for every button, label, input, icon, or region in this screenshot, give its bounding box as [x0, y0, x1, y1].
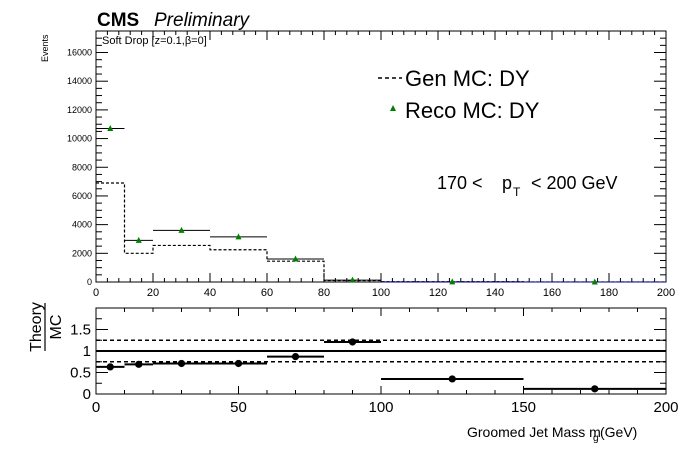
soft-drop-annotation: Soft Drop [z=0.1,β=0]: [102, 35, 207, 47]
x-axis-title: Groomed Jet Mass m g (GeV): [467, 424, 637, 444]
ratio-y-tick-label: 0: [83, 386, 91, 403]
upper-y-tick-label: 4000: [72, 220, 92, 230]
ratio-x-tick-labels: 0 50 100 150 200: [92, 399, 679, 416]
upper-x-tick-label: 160: [543, 287, 561, 299]
ratio-y-tick-label: 1.5: [70, 322, 91, 339]
reco-point: [591, 278, 598, 285]
x-axis-title-subscript: g: [593, 433, 599, 444]
reco-point: [135, 236, 142, 243]
status-label: Preliminary: [154, 10, 251, 31]
upper-x-tick-label: 20: [147, 287, 159, 299]
upper-x-tick-label: 120: [429, 287, 447, 299]
upper-y-tick-label: 10000: [67, 134, 92, 144]
upper-x-tick-labels: 0 20 40 60 80 100 120 140 160 180 200: [93, 287, 675, 299]
pt-subscript: T: [513, 185, 521, 199]
ratio-y-axis-title: Theory MC: [28, 302, 65, 352]
legend: Gen MC: DY Reco MC: DY: [378, 66, 540, 123]
pt-upper-bound: < 200 GeV: [531, 173, 618, 193]
reco-point: [449, 278, 456, 285]
ratio-point: [177, 359, 186, 368]
upper-x-tick-label: 0: [93, 287, 99, 299]
legend-gen-label: Gen MC: DY: [405, 66, 530, 91]
reco-point: [178, 226, 185, 233]
ratio-y-tick-label: 0.5: [70, 365, 91, 382]
ratio-point: [591, 385, 599, 393]
series-ratio: [96, 338, 666, 393]
ratio-y-numerator: Theory: [28, 302, 45, 352]
ratio-x-tick-label: 0: [92, 399, 100, 416]
pt-lower-bound: 170 <: [437, 173, 483, 193]
upper-x-tick-label: 200: [657, 287, 675, 299]
ratio-reference-lines: [96, 339, 666, 363]
legend-reco-label: Reco MC: DY: [405, 98, 540, 123]
reco-point: [235, 233, 242, 240]
upper-y-tick-label: 0: [87, 277, 92, 287]
upper-y-tick-label: 14000: [67, 76, 92, 86]
x-axis-title-unit: (GeV): [600, 424, 637, 440]
upper-y-axis-title: Events: [40, 34, 50, 62]
upper-x-tick-label: 100: [372, 287, 390, 299]
upper-x-tick-label: 180: [600, 287, 618, 299]
upper-y-tick-label: 8000: [72, 162, 92, 172]
ratio-point: [135, 360, 143, 368]
reco-point: [349, 276, 356, 283]
upper-x-tick-label: 40: [204, 287, 216, 299]
reco-point: [292, 255, 299, 262]
ratio-y-tick-labels: 0 0.5 1 1.5: [70, 322, 91, 404]
ratio-point: [348, 338, 357, 346]
upper-panel: 0 20 40 60 80 100 120 140 160 180 200 0 2000 4000 600…: [40, 30, 675, 299]
ratio-point: [291, 352, 300, 361]
upper-y-tick-labels: 0 2000 4000 6000 8000 10000 12000 14000 16000: [67, 48, 92, 287]
x-axis-title-main: Groomed Jet Mass m: [467, 424, 601, 440]
upper-y-tick-label: 2000: [72, 248, 92, 258]
upper-x-tick-label: 80: [318, 287, 330, 299]
kinematic-label: 170 < p T < 200 GeV: [437, 173, 618, 199]
upper-x-tick-label: 140: [486, 287, 504, 299]
ratio-x-tick-label: 200: [653, 399, 678, 416]
upper-x-tick-label: 60: [261, 287, 273, 299]
ratio-x-tick-label: 50: [230, 399, 247, 416]
ratio-point: [448, 375, 456, 383]
pt-variable: p: [502, 173, 512, 193]
reco-point: [107, 125, 114, 132]
experiment-label: CMS: [97, 10, 139, 31]
upper-y-tick-label: 6000: [72, 191, 92, 201]
ratio-x-tick-label: 150: [511, 399, 536, 416]
ratio-axis-ticks: [95, 308, 667, 395]
ratio-panel: 0 50 100 150 200 00.511.5 Theory MC Groomed …: [28, 302, 679, 444]
upper-y-tick-label: 12000: [67, 105, 92, 115]
legend-reco-swatch: [390, 105, 396, 111]
ratio-y-tick-label: 1: [83, 343, 91, 360]
upper-y-tick-label: 16000: [67, 48, 92, 58]
ratio-point: [234, 359, 243, 368]
ratio-x-tick-label: 100: [368, 399, 393, 416]
upper-axis-ticks: [95, 30, 667, 283]
ratio-point: [106, 363, 114, 371]
ratio-y-denominator: MC: [48, 315, 65, 340]
series-reco-mc-dy: [96, 125, 666, 285]
